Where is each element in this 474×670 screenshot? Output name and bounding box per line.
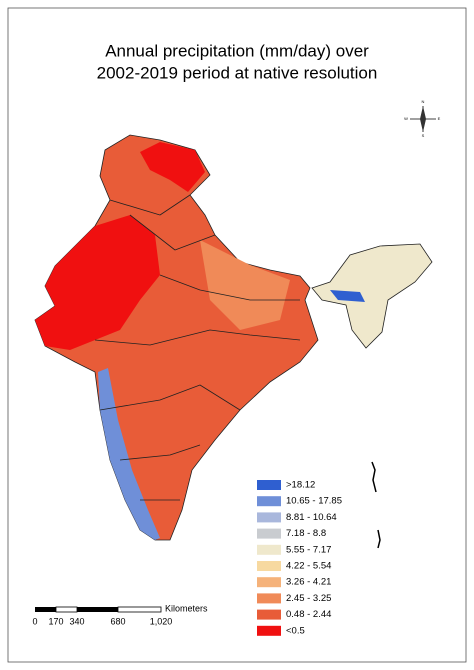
legend-label: 10.65 - 17.85: [286, 496, 342, 507]
title-line: Annual precipitation (mm/day) over: [105, 41, 369, 60]
legend-label: 2.45 - 3.25: [286, 593, 331, 604]
scale-unit: Kilometers: [165, 603, 208, 613]
legend-label: 3.26 - 4.21: [286, 577, 331, 588]
legend-swatch: [257, 480, 281, 490]
frame: [7, 7, 467, 663]
legend-swatch: [257, 593, 281, 604]
northwest-dry-zone: [35, 215, 160, 350]
compass: N S E W: [404, 99, 441, 138]
legend-swatch: [257, 577, 281, 588]
legend-label: <0.5: [286, 625, 305, 636]
north-dry-zone: [140, 142, 205, 192]
legend-label: 4.22 - 5.54: [286, 561, 331, 572]
legend-swatch: [257, 544, 281, 555]
legend-label: 0.48 - 2.44: [286, 609, 331, 620]
scale-bar: Kilometers 0 170 340 680 1,020: [32, 603, 208, 626]
scale-label: 0: [32, 616, 37, 626]
legend-label: 5.55 - 7.17: [286, 544, 331, 555]
scale-label: 680: [110, 616, 125, 626]
compass-w: W: [404, 116, 408, 121]
scale-label: 1,020: [150, 616, 173, 626]
scale-label: 170: [48, 616, 63, 626]
compass-e: E: [438, 116, 441, 121]
state-border: [159, 274, 300, 301]
legend-swatch: [257, 561, 281, 571]
state-border: [109, 194, 191, 216]
compass-s: S: [422, 133, 425, 138]
legend-label: 7.18 - 8.8: [286, 528, 326, 539]
legend-swatch: [257, 625, 281, 636]
west-coast-wet: [98, 368, 160, 540]
legend-swatch: [257, 496, 281, 507]
northeast: [311, 243, 433, 349]
legend-swatch: [257, 528, 281, 539]
legend-label: >18.12: [286, 480, 315, 491]
state-border: [99, 384, 241, 411]
compass-n: N: [422, 99, 425, 104]
state-border: [129, 214, 216, 251]
central-light-zone: [200, 240, 290, 330]
islands: [371, 461, 381, 549]
legend-swatch: [257, 512, 281, 523]
northeast-wet: [330, 290, 365, 302]
state-border: [119, 444, 201, 461]
state-border: [94, 329, 301, 346]
scale-label: 340: [69, 616, 84, 626]
title-line: 2002-2019 period at native resolution: [97, 63, 378, 82]
legend-label: 8.81 - 10.64: [286, 512, 337, 523]
legend: >18.12 10.65 - 17.85 8.81 - 10.64 7.18 - 8.…: [257, 480, 342, 636]
india-map: [34, 134, 433, 549]
legend-swatch: [257, 609, 281, 620]
